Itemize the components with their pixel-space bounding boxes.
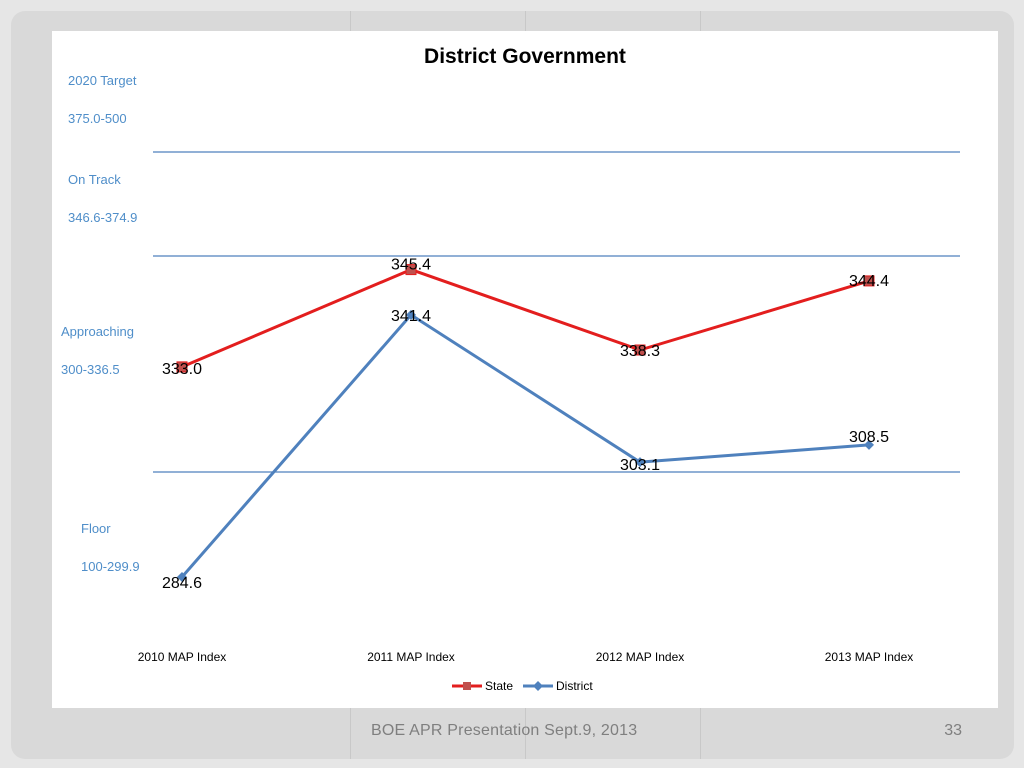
band-range: 375.0-500 <box>68 111 127 126</box>
data-point-diamond <box>177 572 187 582</box>
line-chart: 2010 MAP Index 2011 MAP Index 2012 MAP Ind… <box>138 151 960 693</box>
data-label: 338.3 <box>620 343 660 360</box>
data-point-square <box>863 275 875 287</box>
x-tick-label: 2012 MAP Index <box>596 650 685 664</box>
series-line-district <box>180 313 870 578</box>
legend-marker <box>463 682 471 690</box>
x-tick-label: 2011 MAP Index <box>367 650 455 664</box>
x-tick-label: 2013 MAP Index <box>825 650 914 664</box>
band-title: On Track <box>68 172 121 187</box>
data-label: 303.1 <box>620 457 660 474</box>
band-label-floor: Floor 100-299.9 <box>81 500 140 595</box>
x-tick-label: 2010 MAP Index <box>138 650 227 664</box>
band-title: Approaching <box>61 324 134 339</box>
legend-label: State <box>485 679 513 693</box>
data-point-square <box>176 361 188 373</box>
page-number: 33 <box>944 722 962 739</box>
band-label-on-track: On Track 346.6-374.9 <box>68 151 137 246</box>
data-point-diamond <box>864 439 874 450</box>
legend-label: District <box>556 679 593 693</box>
data-label: 284.6 <box>162 575 202 592</box>
data-point-diamond <box>635 457 645 468</box>
band-title: 2020 Target <box>68 73 137 88</box>
data-point-square <box>405 264 417 276</box>
data-label: 333.0 <box>162 361 202 378</box>
legend-marker <box>533 681 543 691</box>
data-label: 345.4 <box>391 257 431 274</box>
band-range: 300-336.5 <box>61 362 120 377</box>
data-label: 341.4 <box>391 308 431 325</box>
data-point-diamond <box>406 309 416 320</box>
band-label-target: 2020 Target 375.0-500 <box>68 52 136 147</box>
band-range: 100-299.9 <box>81 559 140 574</box>
footer-presentation-title: BOE APR Presentation Sept.9, 2013 <box>371 722 638 739</box>
data-label: 344.4 <box>849 273 889 290</box>
data-point-square <box>634 344 646 356</box>
chart-area: District Government 2020 Target 375.0-50… <box>52 31 998 708</box>
band-title: Floor <box>81 521 111 536</box>
band-range: 346.6-374.9 <box>68 210 138 225</box>
series-line-state <box>181 268 870 369</box>
band-label-approaching: Approaching 300-336.5 <box>61 303 134 398</box>
chart-title: District Government <box>424 45 626 68</box>
data-label: 308.5 <box>849 429 889 446</box>
